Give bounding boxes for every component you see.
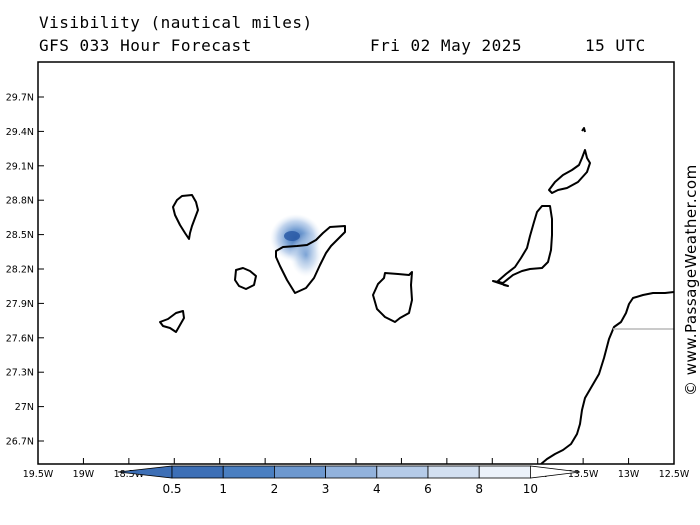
lat-label: 28.5N	[6, 230, 34, 241]
colorbar-segment	[325, 465, 378, 479]
lat-label: 27N	[15, 402, 34, 413]
colorbar-label: 2	[271, 482, 279, 496]
colorbar-max-arrow	[530, 465, 581, 479]
la-gomera-coastline	[234, 267, 257, 290]
lat-label: 29.4N	[6, 127, 34, 138]
forecast-label: GFS 033 Hour Forecast	[39, 36, 252, 55]
tenerife-coastline	[275, 225, 346, 294]
forecast-date: Fri 02 May 2025	[370, 36, 522, 55]
colorbar-segment	[222, 465, 275, 479]
lon-label: 18.5W	[114, 469, 145, 480]
low-visibility-area	[270, 214, 322, 277]
lat-label: 29.1N	[6, 161, 34, 172]
lat-label: 28.8N	[6, 196, 34, 207]
lon-label: 19.5W	[23, 469, 54, 480]
lanzarote-coastline	[548, 149, 591, 194]
fuerteventura-coastline	[492, 205, 553, 287]
lat-label: 29.7N	[6, 93, 34, 104]
credit-watermark: © www.PassageWeather.com	[674, 70, 700, 400]
colorbar-segment	[376, 465, 429, 479]
colorbar-label: 1	[219, 482, 227, 496]
africa-coastline	[540, 291, 674, 464]
chart-title: Visibility (nautical miles)	[39, 13, 313, 32]
lon-label: 19W	[73, 469, 95, 480]
colorbar-label: 10	[523, 482, 538, 496]
gran-canaria-coastline	[372, 271, 413, 323]
colorbar-segment	[273, 465, 326, 479]
colorbar-min-arrow	[117, 465, 173, 479]
map-frame	[37, 61, 675, 465]
forecast-time: 15 UTC	[585, 36, 646, 55]
colorbar-label: 0.5	[162, 482, 181, 496]
colorbar-segment	[478, 465, 531, 479]
lat-label: 27.9N	[6, 299, 34, 310]
colorbar-label: 3	[322, 482, 330, 496]
la-palma-coastline	[172, 194, 199, 240]
lat-label: 27.6N	[6, 333, 34, 344]
lat-label: 26.7N	[6, 437, 34, 448]
lanzarote-islet	[581, 127, 586, 133]
lon-label: 13W	[618, 469, 640, 480]
latitude-axis: 29.7N 29.4N 29.1N 28.8N 28.5N 28.2N 27.9N 27.6N…	[6, 93, 44, 448]
credit-text: © www.PassageWeather.com	[682, 164, 700, 396]
colorbar-segment	[427, 465, 480, 479]
lon-label: 13.5W	[568, 469, 599, 480]
colorbar-label: 8	[475, 482, 483, 496]
colorbar: 0.5 1 2 3 4 6 8 10	[117, 465, 581, 496]
colorbar-label: 4	[373, 482, 381, 496]
colorbar-segment	[171, 465, 224, 479]
lon-label: 12.5W	[659, 469, 690, 480]
lat-label: 27.3N	[6, 368, 34, 379]
lat-label: 28.2N	[6, 265, 34, 276]
el-hierro-coastline	[159, 310, 185, 333]
colorbar-label: 6	[424, 482, 432, 496]
